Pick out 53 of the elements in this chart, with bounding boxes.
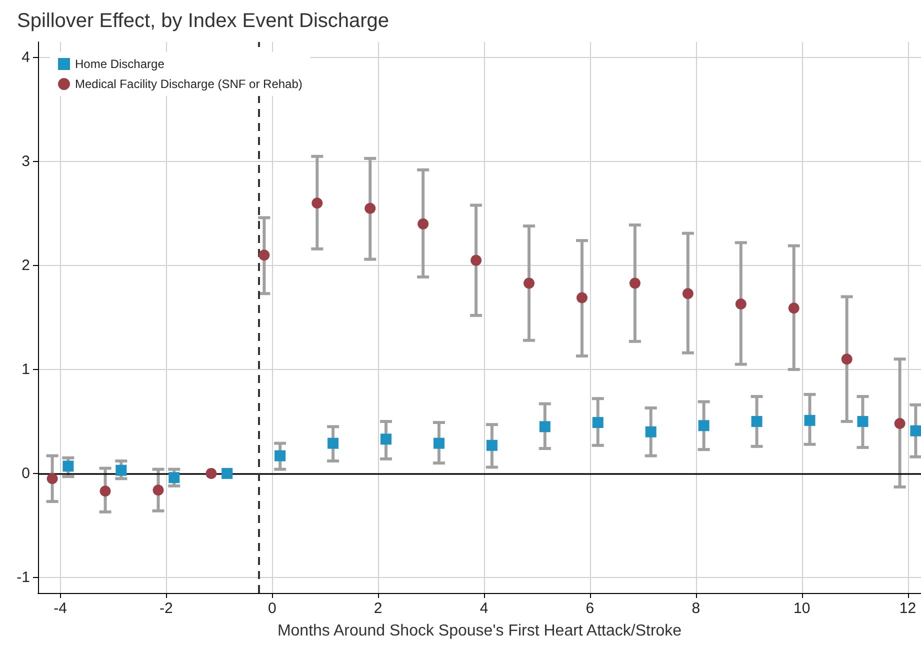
point	[274, 450, 286, 462]
x-tick-label: 12	[899, 600, 916, 617]
point	[46, 473, 58, 484]
x-tick-label: 10	[793, 600, 810, 617]
point	[364, 202, 376, 214]
point	[222, 468, 233, 479]
x-tick-label: -4	[54, 600, 67, 617]
y-tick-label: 0	[22, 464, 30, 482]
x-tick-label: -2	[160, 600, 173, 617]
point	[841, 354, 852, 365]
y-tick-label: 3	[22, 153, 30, 170]
point	[418, 218, 429, 230]
point	[592, 417, 604, 428]
point	[735, 298, 746, 310]
point	[116, 464, 127, 476]
point	[380, 434, 392, 445]
point	[698, 420, 710, 432]
x-tick-label: 2	[374, 600, 382, 617]
y-tick-label: 1	[22, 360, 30, 378]
y-tick-label: 2	[22, 257, 30, 274]
x-axis-title: Months Around Shock Spouse's First Heart Attack/Stroke	[277, 622, 682, 640]
point	[258, 250, 270, 261]
point	[804, 414, 816, 426]
point	[328, 438, 339, 449]
point	[788, 302, 800, 314]
point	[524, 278, 535, 289]
point	[206, 468, 217, 479]
point	[576, 292, 588, 304]
point	[857, 416, 868, 427]
point	[910, 425, 921, 436]
x-tick-label: 6	[586, 600, 594, 617]
x-tick-label: 4	[480, 600, 488, 617]
point	[152, 484, 164, 496]
point	[312, 198, 323, 209]
point	[751, 416, 762, 427]
y-tick-label: -1	[16, 568, 30, 586]
point	[168, 472, 180, 484]
point	[433, 438, 444, 449]
chart-title: Spillover Effect, by Index Event Discharge	[17, 10, 390, 32]
legend-label: Home Discharge	[75, 57, 165, 71]
point	[470, 254, 482, 266]
point	[645, 426, 656, 438]
y-tick-label: 4	[22, 49, 30, 66]
x-tick-label: 8	[692, 600, 700, 617]
point	[629, 278, 640, 289]
point	[682, 288, 694, 300]
point	[894, 418, 906, 430]
legend-label: Medical Facility Discharge (SNF or Rehab)	[75, 77, 302, 91]
point	[100, 486, 111, 497]
x-tick-label: 0	[268, 600, 276, 617]
point	[539, 421, 550, 432]
point	[486, 440, 498, 451]
point	[62, 460, 74, 472]
